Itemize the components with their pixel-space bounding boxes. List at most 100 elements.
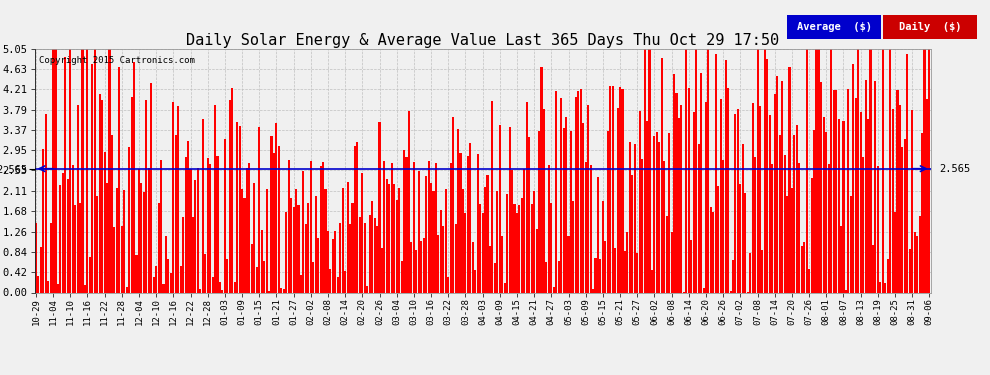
Bar (354, 146, 356, 292)
Bar (293, 207, 295, 292)
Bar (290, 198, 292, 292)
Bar (688, 88, 690, 292)
Bar (57, 284, 59, 292)
Bar (823, 117, 825, 292)
Bar (315, 196, 317, 292)
Bar (244, 198, 246, 292)
Bar (237, 122, 239, 292)
Bar (345, 271, 346, 292)
Bar (612, 86, 614, 292)
Bar (916, 236, 918, 292)
Bar (481, 213, 484, 292)
Bar (678, 118, 680, 292)
Bar (580, 89, 582, 292)
Bar (177, 106, 179, 292)
Bar (248, 163, 250, 292)
Bar (803, 242, 805, 292)
Bar (81, 49, 83, 292)
Bar (670, 232, 672, 292)
Bar (167, 259, 169, 292)
Bar (330, 269, 332, 292)
Bar (179, 266, 182, 292)
Bar (133, 62, 135, 292)
Bar (582, 123, 584, 292)
Bar (457, 129, 459, 292)
Bar (565, 117, 567, 292)
Bar (653, 136, 655, 292)
Bar (587, 105, 589, 292)
Bar (209, 164, 211, 292)
Bar (629, 142, 631, 292)
Bar (438, 235, 440, 292)
Bar (541, 67, 543, 292)
Bar (844, 290, 847, 292)
Bar (459, 153, 461, 292)
Bar (486, 176, 489, 292)
Bar (469, 143, 471, 292)
Bar (685, 49, 687, 292)
Bar (637, 253, 639, 292)
Bar (45, 114, 47, 292)
Bar (769, 116, 771, 292)
Bar (668, 133, 670, 292)
Bar (499, 126, 501, 292)
Bar (894, 212, 896, 292)
Bar (929, 49, 931, 292)
Bar (914, 232, 916, 292)
Bar (472, 242, 474, 292)
Bar (50, 224, 51, 292)
Bar (614, 248, 616, 292)
Bar (904, 139, 906, 292)
Bar (114, 227, 116, 292)
Bar (94, 49, 96, 292)
Bar (260, 230, 262, 292)
Bar (840, 226, 842, 292)
Bar (131, 97, 133, 292)
Bar (673, 74, 675, 292)
Bar (393, 184, 395, 292)
Bar (71, 165, 73, 292)
Bar (423, 237, 425, 292)
Bar (624, 251, 626, 292)
Bar (732, 260, 734, 292)
Bar (447, 278, 449, 292)
Bar (717, 186, 720, 292)
Bar (454, 224, 456, 292)
Bar (680, 105, 682, 292)
Bar (376, 226, 378, 292)
Bar (720, 99, 722, 292)
Bar (892, 110, 894, 292)
Bar (148, 168, 149, 292)
Bar (921, 133, 923, 292)
Bar (727, 88, 729, 292)
Bar (297, 205, 300, 292)
Bar (496, 191, 498, 292)
Bar (632, 175, 634, 292)
Bar (224, 139, 226, 292)
Bar (433, 191, 435, 292)
Bar (698, 144, 700, 292)
Bar (165, 236, 167, 292)
Bar (265, 189, 267, 292)
Bar (182, 217, 184, 292)
Bar (519, 205, 521, 292)
Bar (152, 277, 154, 292)
Bar (64, 57, 66, 292)
Bar (826, 132, 828, 292)
Bar (864, 80, 866, 292)
Bar (258, 128, 260, 292)
Bar (305, 224, 307, 292)
Bar (751, 103, 753, 292)
Bar (300, 276, 302, 292)
Bar (312, 262, 314, 292)
Bar (634, 144, 636, 292)
Bar (529, 136, 531, 292)
Bar (373, 219, 375, 292)
Bar (577, 91, 579, 292)
Bar (288, 160, 290, 292)
Bar (509, 127, 511, 292)
Bar (61, 172, 64, 292)
Bar (479, 204, 481, 292)
Bar (491, 101, 493, 292)
Bar (831, 49, 833, 292)
